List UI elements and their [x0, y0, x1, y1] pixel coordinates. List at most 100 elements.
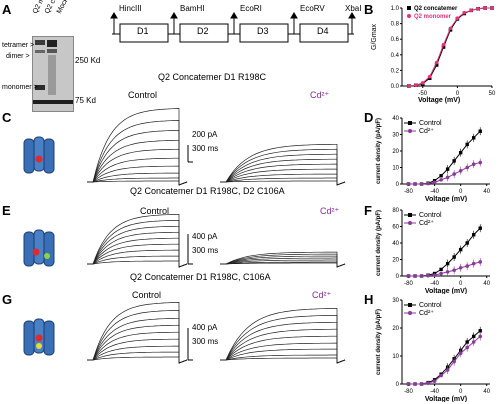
- data-point: [462, 10, 467, 15]
- x-tick-label: 40: [483, 389, 490, 395]
- lane-label-mock: Mock: [55, 0, 70, 15]
- current-trace: [87, 249, 188, 268]
- data-point: [458, 169, 463, 173]
- data-point: [465, 264, 469, 268]
- series-line: [408, 227, 481, 277]
- y-tick-label: 0: [396, 382, 400, 388]
- row3-cd-label: Cd²⁺: [312, 290, 332, 300]
- current-trace: [220, 180, 346, 186]
- current-trace: [87, 225, 188, 268]
- series-line: [408, 261, 481, 277]
- mutation-r198c-dot: [35, 334, 43, 342]
- current-trace: [87, 108, 188, 186]
- domain-box-d2: [179, 23, 229, 43]
- series-line: [408, 162, 481, 185]
- current-trace: [87, 317, 188, 364]
- current-trace: [87, 345, 188, 364]
- y-tick-label: 0: [396, 274, 400, 280]
- legend-label-control: Control: [419, 212, 442, 219]
- x-axis-label: Voltage (mV): [425, 288, 467, 294]
- current-trace: [220, 342, 346, 364]
- data-point: [419, 182, 424, 186]
- data-point: [483, 6, 487, 10]
- data-point: [420, 81, 425, 85]
- current-trace: [220, 308, 346, 364]
- current-traces-row1: [87, 108, 346, 186]
- x-axis-label: Voltage (mV): [425, 396, 467, 402]
- current-trace: [220, 168, 346, 186]
- x-tick-label: -50: [418, 91, 427, 97]
- iv-chart-d: 40 30 20 10 0 -80 -40 0 40 Voltage (mV) current de…: [376, 116, 491, 202]
- gv-ylabel: G/Gmax: [371, 23, 378, 50]
- data-point: [448, 26, 453, 31]
- current-trace: [220, 335, 346, 364]
- y-tick-label: 0.4: [391, 53, 400, 59]
- channel-cartoon-row2: [23, 229, 55, 267]
- current-trace: [220, 257, 346, 268]
- current-traces-row3: [87, 302, 346, 364]
- label-dimer: dimer >: [6, 53, 30, 60]
- row2-scale-current: 400 pA: [192, 232, 218, 241]
- data-point: [434, 63, 439, 67]
- panel-label-d: D: [364, 110, 374, 125]
- y-tick-label: 30: [392, 133, 399, 139]
- y-axis-label: current density (pA/pF): [376, 118, 382, 184]
- mutation-c106a-dot: [44, 253, 50, 259]
- series-line: [408, 330, 481, 385]
- data-point: [455, 16, 460, 20]
- data-point: [432, 379, 437, 383]
- x-tick-label: -40: [430, 281, 439, 287]
- current-trace: [220, 261, 346, 268]
- data-point: [478, 329, 482, 333]
- data-point: [426, 181, 430, 186]
- row1-control-label: Control: [128, 90, 158, 100]
- data-point: [445, 270, 450, 274]
- band-loading: [33, 100, 73, 104]
- data-point: [426, 381, 430, 385]
- y-tick-label: 80: [392, 208, 399, 214]
- current-trace: [87, 177, 188, 186]
- data-point: [439, 178, 443, 182]
- current-trace: [87, 309, 188, 364]
- legend-label-concatemer: Q2 concatemer: [414, 6, 458, 12]
- data-point: [452, 268, 456, 273]
- band-tetramer: [35, 40, 45, 45]
- row2-cd-label: Cd²⁺: [320, 206, 340, 216]
- data-point: [458, 351, 463, 355]
- y-tick-label: 0.2: [391, 68, 400, 74]
- current-trace: [87, 324, 188, 364]
- x-tick-label: -40: [430, 389, 439, 395]
- y-tick-label: 20: [392, 326, 399, 332]
- data-point: [407, 84, 411, 88]
- band-smear: [48, 55, 56, 95]
- current-trace: [220, 148, 346, 186]
- mutation-r198c-dot: [32, 248, 40, 256]
- row3-control-label: Control: [132, 290, 162, 300]
- data-point: [452, 359, 456, 364]
- site-ecori: EcoRI: [240, 4, 262, 13]
- label-tetramer: tetramer >: [2, 42, 35, 49]
- row1-title: Q2 Concatemer D1 R198C: [158, 72, 267, 82]
- data-point: [465, 340, 469, 344]
- row2-scale-time: 300 ms: [192, 246, 219, 255]
- current-trace: [87, 243, 188, 268]
- legend-marker-concatemer: [407, 6, 411, 10]
- data-point: [478, 260, 483, 264]
- data-point: [413, 382, 417, 386]
- x-tick-label: 0: [459, 281, 463, 287]
- data-point: [434, 60, 439, 65]
- current-trace: [220, 262, 346, 268]
- data-point: [413, 182, 417, 186]
- band-concat-dimer: [47, 49, 57, 53]
- domain-d3: D3: [257, 26, 269, 36]
- data-point: [441, 42, 446, 47]
- series-line: [408, 336, 481, 385]
- marker-250kd: 250 Kd: [75, 56, 101, 65]
- data-point: [471, 162, 476, 166]
- x-tick-label: 50: [489, 91, 496, 97]
- data-point: [406, 274, 411, 278]
- data-point: [445, 368, 450, 372]
- y-axis-label: current density (pA/pF): [376, 309, 382, 375]
- data-point: [465, 142, 469, 147]
- current-trace: [87, 213, 188, 268]
